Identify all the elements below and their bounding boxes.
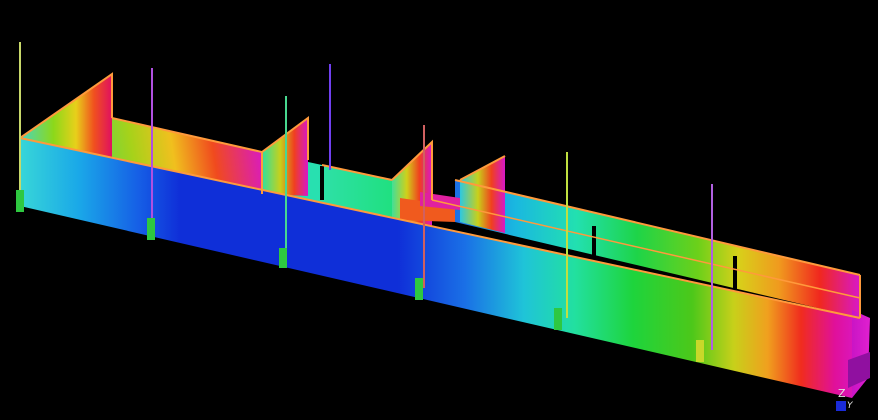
axis-triad: Z Y [834, 388, 860, 416]
slab-piece-2 [420, 192, 460, 210]
axis-y-label: Y [847, 401, 853, 411]
front-wall [20, 138, 860, 398]
end-cap-lower [848, 352, 870, 388]
posts [16, 42, 713, 362]
edge-outlines [19, 72, 861, 319]
gap-3 [733, 256, 737, 290]
gap-2 [592, 226, 596, 260]
gap-1 [320, 166, 324, 200]
z-axis-icon [836, 401, 846, 411]
back-wall [455, 180, 860, 318]
axis-z-label: Z [838, 387, 846, 400]
